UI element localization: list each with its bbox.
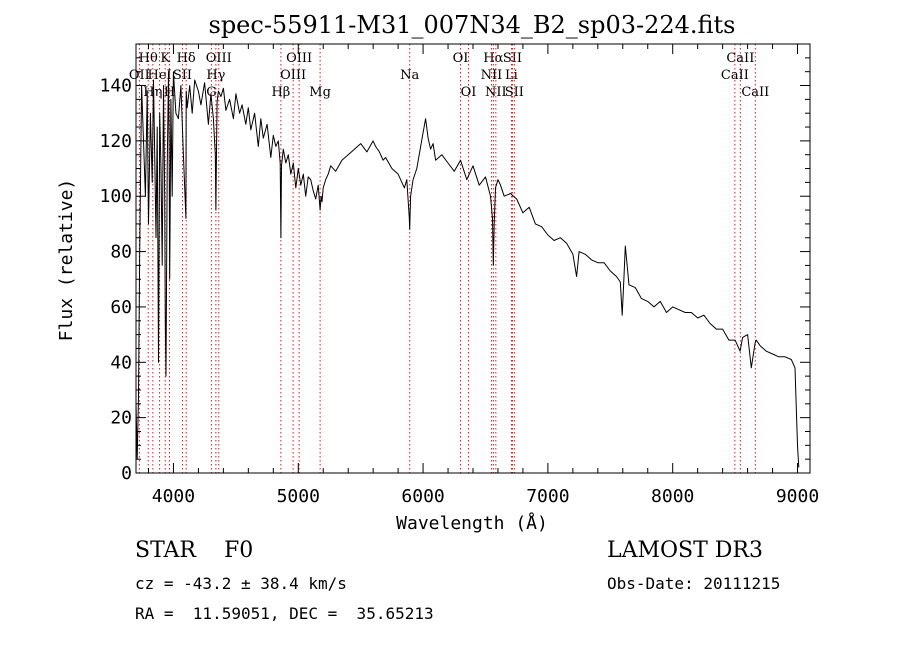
x-tick-label-5: 9000 <box>776 486 819 507</box>
marker-label-8: OIII <box>206 51 232 66</box>
marker-label-15: Na <box>400 68 419 83</box>
y-tick-label-2: 40 <box>110 352 132 373</box>
marker-label-25: CaII <box>721 68 749 83</box>
marker-label-16: OI <box>453 51 469 66</box>
marker-label-19: NII <box>481 68 503 83</box>
x-tick-label-2: 6000 <box>401 486 444 507</box>
x-tick-label-0: 4000 <box>152 486 195 507</box>
y-axis-label: Flux (relative) <box>56 179 77 342</box>
marker-label-0: Hθ <box>139 51 158 66</box>
marker-label-5: H <box>164 85 175 100</box>
obs-date-label: Obs-Date: 20111215 <box>607 574 781 593</box>
plot-frame <box>135 43 811 474</box>
x-tick-label-3: 7000 <box>526 486 569 507</box>
marker-label-18: Hα <box>483 51 503 66</box>
chart-title: spec-55911-M31_007N34_B2_sp03-224.fits <box>209 11 736 39</box>
y-tick-label-3: 60 <box>110 297 132 318</box>
coordinates-label: RA = 11.59051, DEC = 35.65213 <box>135 604 434 623</box>
y-tick-label-6: 120 <box>99 131 132 152</box>
y-tick-label-7: 140 <box>99 76 132 97</box>
marker-label-1: OII <box>129 68 150 83</box>
marker-label-13: OIII <box>280 68 306 83</box>
marker-label-24: CaII <box>726 51 754 66</box>
marker-label-22: Li <box>505 68 518 83</box>
marker-label-3: K <box>160 51 170 66</box>
y-tick-label-0: 0 <box>121 463 132 484</box>
marker-label-7: Hδ <box>177 51 196 66</box>
marker-label-9: Hγ <box>206 68 225 83</box>
marker-label-6: SII <box>173 68 192 83</box>
marker-label-26: CaII <box>741 85 769 100</box>
y-tick-label-1: 20 <box>110 408 132 429</box>
marker-label-14: Mg <box>309 85 331 100</box>
marker-label-23: SII <box>505 85 524 100</box>
spectrum-series <box>135 71 800 468</box>
y-tick-label-5: 100 <box>99 186 132 207</box>
axis-ticks: 4000 5000 6000 7000 8000 9000 0 20 40 60 80 100 120 1… <box>99 44 819 507</box>
redshift-label: cz = -43.2 ± 38.4 km/s <box>135 574 347 593</box>
marker-label-12: OIII <box>286 51 312 66</box>
x-tick-label-1: 5000 <box>277 486 320 507</box>
series-line-0 <box>135 71 800 468</box>
marker-label-20: NII <box>485 85 507 100</box>
marker-label-11: Hβ <box>271 85 290 100</box>
y-tick-label-4: 80 <box>110 242 132 263</box>
marker-label-4: HeI <box>148 68 172 83</box>
x-axis-label: Wavelength (Å) <box>396 512 548 534</box>
survey-label: LAMOST DR3 <box>607 538 763 563</box>
marker-label-21: SII <box>503 51 522 66</box>
marker-label-10: G <box>206 85 216 100</box>
x-tick-label-4: 8000 <box>651 486 694 507</box>
marker-label-17: OI <box>461 85 477 100</box>
classification-label: STAR F0 <box>135 538 254 563</box>
